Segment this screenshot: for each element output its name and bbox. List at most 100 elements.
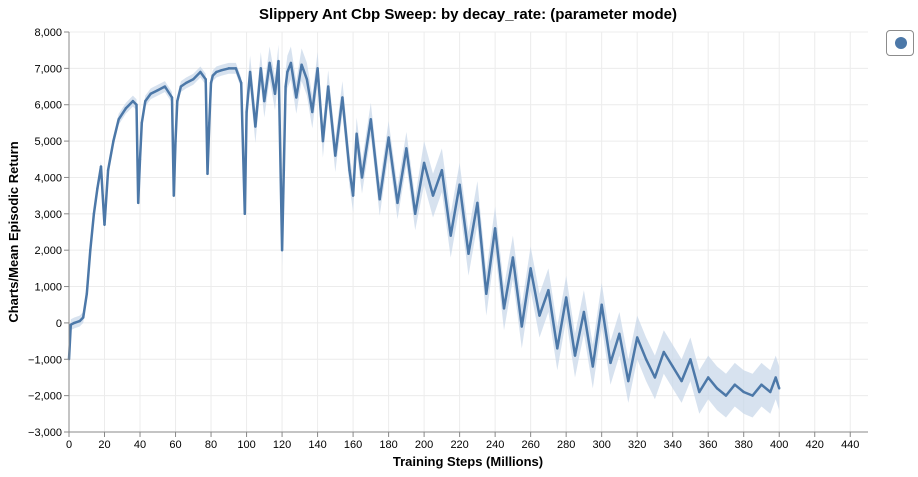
data-point <box>227 67 230 70</box>
data-point <box>724 394 728 397</box>
data-point <box>172 194 175 197</box>
data-point <box>327 85 330 88</box>
y-tick-label: 4,000 <box>34 172 62 184</box>
y-tick-label: −1,000 <box>28 354 62 366</box>
x-tick-label: 240 <box>486 439 504 451</box>
x-tick-label: 340 <box>664 439 682 451</box>
data-point <box>103 223 106 226</box>
data-point <box>493 227 497 230</box>
y-tick-label: 0 <box>56 318 62 330</box>
data-point <box>96 187 99 190</box>
data-point <box>138 158 142 161</box>
data-point <box>206 172 209 176</box>
data-point <box>449 234 452 237</box>
data-point <box>573 354 577 357</box>
x-tick-label: 280 <box>557 439 575 451</box>
data-point <box>73 321 76 325</box>
data-point <box>106 168 110 172</box>
data-point <box>112 139 115 143</box>
data-point <box>760 383 763 386</box>
chart-title: Slippery Ant Cbp Sweep: by decay_rate: (… <box>259 6 677 23</box>
x-tick-label: 140 <box>308 439 326 451</box>
data-point <box>360 176 364 179</box>
data-point <box>396 201 399 205</box>
data-point <box>476 201 479 205</box>
x-tick-label: 360 <box>699 439 717 451</box>
data-point <box>243 212 246 216</box>
data-point <box>234 67 238 70</box>
x-tick-label: 260 <box>521 439 539 451</box>
data-point <box>208 121 211 125</box>
data-point <box>618 332 621 336</box>
data-point <box>204 78 207 81</box>
data-point <box>774 376 777 379</box>
data-point <box>321 139 325 143</box>
data-point <box>502 307 506 310</box>
data-point <box>82 316 85 319</box>
data-point <box>300 63 303 66</box>
data-point <box>378 198 381 201</box>
data-point <box>414 212 417 216</box>
data-point <box>742 390 745 394</box>
data-point <box>751 394 754 397</box>
y-tick-label: 1,000 <box>34 282 62 294</box>
data-point <box>69 323 72 326</box>
data-point <box>355 132 358 136</box>
data-point <box>192 78 195 81</box>
data-point <box>163 85 167 88</box>
data-point <box>117 118 120 121</box>
data-point <box>282 168 286 172</box>
data-point <box>99 165 103 168</box>
x-tick-label: 20 <box>98 439 110 451</box>
data-point <box>245 110 248 114</box>
x-tick-label: 320 <box>628 439 646 451</box>
data-point <box>547 288 550 292</box>
x-tick-label: 100 <box>237 439 255 451</box>
data-point <box>316 67 319 70</box>
data-point <box>124 107 128 110</box>
x-tick-label: 160 <box>344 439 362 451</box>
legend <box>886 30 914 56</box>
data-point <box>698 390 701 394</box>
data-point <box>653 376 657 379</box>
data-point <box>211 74 215 77</box>
x-tick-label: 220 <box>450 439 468 451</box>
x-tick-label: 200 <box>415 439 433 451</box>
data-point <box>627 379 630 383</box>
data-point <box>89 248 92 252</box>
y-tick-label: 6,000 <box>34 100 62 112</box>
data-point <box>334 154 337 157</box>
data-point <box>92 212 96 216</box>
data-point <box>644 358 648 361</box>
data-point <box>715 387 719 390</box>
x-tick-label: 0 <box>66 439 72 451</box>
data-point <box>671 365 674 368</box>
data-point <box>156 88 159 92</box>
data-point <box>179 85 183 88</box>
data-point <box>511 256 515 259</box>
x-tick-label: 300 <box>592 439 610 451</box>
data-point <box>405 147 408 150</box>
data-point <box>273 92 277 96</box>
data-point <box>140 121 143 125</box>
data-point <box>268 61 271 65</box>
axes: 0 20 40 60 80 100 120 140 160 180 200 220 240 260 280 3… <box>28 27 868 451</box>
x-tick-label: 180 <box>379 439 397 451</box>
data-point <box>733 383 737 386</box>
x-axis-label: Training Steps (Millions) <box>393 454 543 469</box>
x-tick-label: 380 <box>735 439 753 451</box>
y-tick-label: 7,000 <box>34 63 62 75</box>
data-point <box>635 336 639 339</box>
y-tick-label: 3,000 <box>34 209 62 221</box>
data-point <box>662 350 666 354</box>
data-point <box>387 136 390 139</box>
data-point <box>286 70 289 74</box>
data-point <box>778 387 781 390</box>
data-point <box>591 365 594 368</box>
data-point <box>280 248 284 252</box>
x-tick-label: 420 <box>806 439 824 451</box>
y-tick-label: −2,000 <box>28 391 62 403</box>
data-point <box>135 103 138 106</box>
data-point <box>564 296 568 299</box>
